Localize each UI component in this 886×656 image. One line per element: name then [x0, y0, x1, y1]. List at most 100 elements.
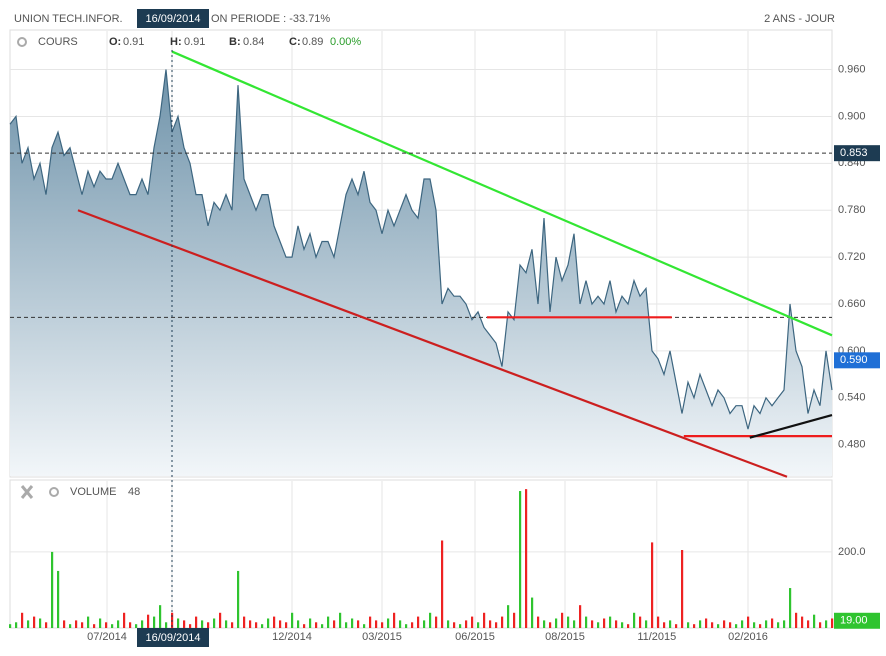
ohlc-label: B: [229, 36, 241, 48]
volume-bar [807, 620, 810, 628]
ohlc-label: H: [170, 36, 182, 48]
volume-bar [117, 620, 120, 628]
volume-bar [567, 616, 570, 628]
volume-bar [81, 622, 84, 628]
volume-bar [363, 624, 366, 628]
volume-bar [765, 620, 768, 628]
marker-label: 19.00 [840, 615, 868, 627]
y-tick-label: 0.540 [838, 392, 866, 404]
volume-bar [705, 618, 708, 628]
volume-panel [9, 479, 833, 629]
close-icon[interactable] [20, 485, 34, 499]
volume-bar [789, 588, 792, 628]
y-tick-label: 0.660 [838, 298, 866, 310]
volume-bar [813, 614, 816, 628]
title: UNION TECH.INFOR. [14, 13, 123, 25]
volume-bar [519, 491, 522, 628]
volume-bar [729, 622, 732, 628]
x-tick-label: 11/2015 [637, 631, 676, 643]
volume-bar [165, 622, 168, 628]
settings-icon[interactable] [49, 487, 59, 497]
volume-bar [105, 622, 108, 628]
volume-bar [795, 612, 798, 628]
volume-bar [369, 616, 372, 628]
volume-bar [717, 624, 720, 628]
volume-bar [555, 618, 558, 628]
volume-bar [231, 622, 234, 628]
ohlc-label: O: [109, 36, 121, 48]
volume-bar [615, 620, 618, 628]
x-tick-label: 07/2014 [87, 631, 127, 643]
volume-bar [303, 624, 306, 628]
volume-bar [93, 624, 96, 628]
volume-bar [699, 620, 702, 628]
volume-bar [219, 612, 222, 628]
volume-bar [237, 570, 240, 628]
volume-bar [525, 489, 528, 628]
volume-bar [471, 616, 474, 628]
volume-bar [273, 616, 276, 628]
volume-bar [33, 616, 36, 628]
volume-bar [147, 614, 150, 628]
settings-icon[interactable] [17, 37, 27, 47]
volume-bar [549, 622, 552, 628]
y-tick-label: 0.900 [838, 110, 866, 122]
volume-bar [111, 624, 114, 628]
y-tick-label: 0.780 [838, 204, 866, 216]
volume-bar [501, 616, 504, 628]
volume-bar [387, 618, 390, 628]
volume-bar [633, 612, 636, 628]
volume-name: VOLUME [70, 486, 116, 498]
volume-bar [201, 620, 204, 628]
marker-badge [834, 352, 880, 369]
volume-bar [453, 622, 456, 628]
x-tick-label: 02/2016 [728, 631, 768, 643]
ohlc-value: 0.91 [184, 36, 205, 48]
volume-bar [465, 620, 468, 628]
volume-bar [69, 624, 72, 628]
volume-bar [663, 622, 666, 628]
volume-bar [9, 624, 12, 628]
volume-bar [345, 622, 348, 628]
volume-bar [333, 620, 336, 628]
x-tick-label: 12/2014 [272, 631, 312, 643]
volume-bar [831, 618, 834, 628]
volume-bar [213, 618, 216, 628]
volume-bar [801, 616, 804, 628]
volume-bar [531, 597, 534, 628]
volume-bar [129, 622, 132, 628]
y-tick-label: 0.480 [838, 439, 866, 451]
volume-bar [639, 616, 642, 628]
volume-bar [681, 550, 684, 628]
volume-bar [15, 622, 18, 628]
volume-bar [489, 620, 492, 628]
volume-bar [153, 616, 156, 628]
ohlc-value: 0.84 [243, 36, 264, 48]
volume-bar [825, 620, 828, 628]
y-tick-label: 0.960 [838, 63, 866, 75]
volume-bar [39, 618, 42, 628]
volume-bar [723, 620, 726, 628]
volume-bar [675, 624, 678, 628]
volume-bar [417, 616, 420, 628]
price-line [9, 69, 833, 430]
legend-name: COURS [38, 36, 78, 48]
ohlc-label: C: [289, 36, 301, 48]
marker-label: 0.590 [840, 354, 868, 366]
volume-bar [261, 624, 264, 628]
volume-bar [669, 620, 672, 628]
volume-bar [399, 620, 402, 628]
volume-bar [747, 616, 750, 628]
volume-bar [741, 620, 744, 628]
volume-bar [315, 622, 318, 628]
volume-bar [645, 620, 648, 628]
volume-bar [159, 605, 162, 628]
volume-bar [405, 624, 408, 628]
volume-bar [783, 620, 786, 628]
volume-bar [327, 616, 330, 628]
volume-bar [573, 620, 576, 628]
volume-bar [249, 620, 252, 628]
volume-bar [561, 612, 564, 628]
volume-bar [285, 622, 288, 628]
